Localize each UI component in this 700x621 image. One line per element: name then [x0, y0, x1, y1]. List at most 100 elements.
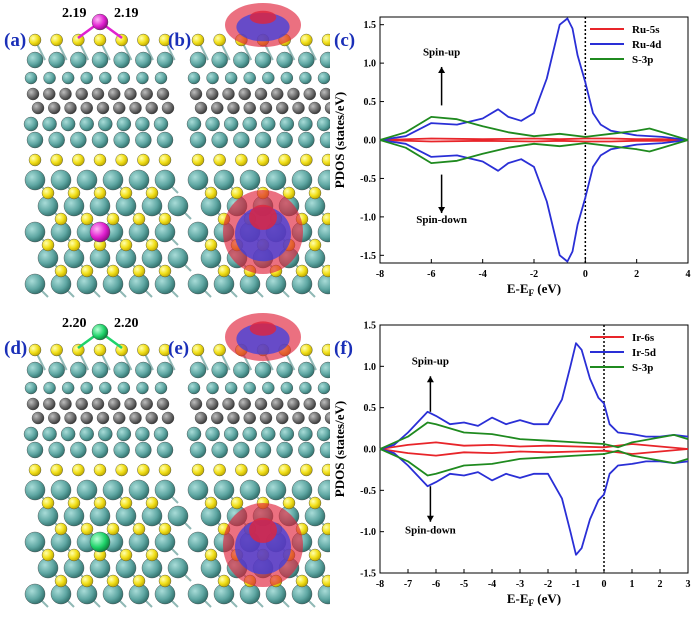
mo-atom — [167, 557, 189, 579]
carbon-atom — [75, 87, 88, 101]
carbon-atom — [324, 101, 330, 115]
ru-atom — [91, 13, 109, 31]
mo-atom — [187, 273, 209, 295]
charge-density-negative — [235, 519, 291, 575]
mo-atom — [317, 169, 330, 191]
sulfur-atom — [191, 33, 205, 47]
sulfur-atom — [158, 463, 172, 477]
x-tick-label: 3 — [686, 579, 691, 590]
sulfur-atom — [158, 153, 172, 167]
sulfur-atom — [54, 212, 68, 226]
spin-down-label: Spin-down — [416, 214, 467, 226]
y-tick-label: -1.5 — [360, 569, 376, 580]
mo-atom — [154, 169, 176, 191]
sulfur-atom — [295, 574, 309, 588]
sulfur-atom — [295, 264, 309, 278]
sulfur-atom — [132, 264, 146, 278]
sulfur-atom — [300, 343, 313, 357]
panel-label-b: (b) — [168, 30, 192, 51]
legend-label: S-3p — [632, 362, 653, 374]
sulfur-atom — [119, 186, 133, 200]
mo-atom — [135, 116, 150, 132]
mo-atom — [298, 361, 315, 379]
mo-atom — [242, 116, 257, 132]
mo-atom — [135, 131, 152, 149]
carbon-atom — [211, 411, 224, 425]
mo-atom — [276, 441, 293, 459]
x-tick-label: -6 — [427, 269, 435, 280]
x-tick-label: 0 — [583, 269, 588, 280]
sulfur-atom — [50, 463, 63, 477]
mo-atom — [79, 426, 94, 442]
mo-atom — [153, 426, 169, 442]
spin-down-label: Spin-down — [405, 524, 456, 536]
carbon-atom — [91, 397, 105, 411]
sulfur-atom — [137, 33, 150, 47]
y-tick-label: -1.5 — [360, 251, 376, 262]
sulfur-atom — [321, 153, 330, 167]
carbon-atom — [227, 101, 240, 115]
mo-atom — [291, 479, 313, 501]
spin-up-arrowhead — [438, 66, 446, 73]
sulfur-atom — [204, 548, 218, 562]
carbon-atom — [64, 411, 77, 425]
mo-atom — [254, 131, 272, 149]
legend-label: Ir-6s — [632, 332, 655, 344]
mo-atom — [298, 116, 313, 132]
mo-atom — [187, 169, 209, 191]
carbon-atom — [319, 87, 330, 101]
spin-up-arrowhead — [426, 376, 434, 383]
carbon-atom — [48, 411, 61, 425]
mo-atom — [91, 51, 109, 69]
sulfur-atom — [93, 186, 107, 200]
carbon-atom — [161, 411, 175, 425]
mo-atom — [135, 51, 152, 69]
mo-atom — [206, 381, 219, 395]
mo-atom — [61, 381, 75, 395]
sulfur-atom — [137, 463, 150, 477]
mo-atom — [24, 221, 46, 243]
x-tick-label: -4 — [478, 269, 486, 280]
x-tick-label: 0 — [602, 579, 607, 590]
carbon-atom — [140, 397, 153, 411]
mo-atom — [187, 221, 209, 243]
mo-atom — [276, 51, 293, 69]
sulfur-atom — [217, 264, 231, 278]
sulfur-atom — [93, 343, 107, 357]
carbon-atom — [292, 411, 305, 425]
x-tick-label: -6 — [432, 579, 440, 590]
x-tick-label: 4 — [686, 269, 691, 280]
x-tick-label: 1 — [630, 579, 635, 590]
carbon-atom — [43, 87, 56, 101]
mo-atom — [167, 247, 189, 269]
mo-atom — [223, 426, 239, 442]
sulfur-atom — [158, 264, 172, 278]
mo-atom — [279, 116, 295, 132]
mo-atom — [98, 116, 113, 132]
carbon-atom — [243, 411, 256, 425]
mo-atom — [206, 71, 219, 85]
charge-density-positive — [249, 204, 277, 230]
sulfur-atom — [145, 496, 159, 510]
mo-atom — [280, 381, 294, 395]
mo-atom — [298, 441, 315, 459]
mo-atom — [187, 531, 209, 553]
carbon-atom — [259, 411, 273, 425]
series-line-ir-5d-up — [379, 342, 689, 450]
carbon-atom — [259, 101, 273, 115]
mo-atom — [319, 51, 330, 69]
mo-atom — [205, 116, 220, 132]
mo-atom — [42, 426, 57, 442]
sulfur-atom — [80, 574, 94, 588]
mo-atom — [316, 426, 330, 442]
series-line-ru-5s-down — [379, 139, 689, 143]
sulfur-atom — [213, 463, 226, 477]
sulfur-atom — [321, 574, 330, 588]
mo-atom — [60, 426, 76, 442]
mo-atom — [211, 51, 228, 69]
carbon-atom — [206, 397, 219, 411]
mo-atom — [136, 71, 149, 85]
mo-atom — [224, 381, 238, 395]
mo-atom — [156, 361, 174, 379]
carbon-atom — [292, 101, 305, 115]
